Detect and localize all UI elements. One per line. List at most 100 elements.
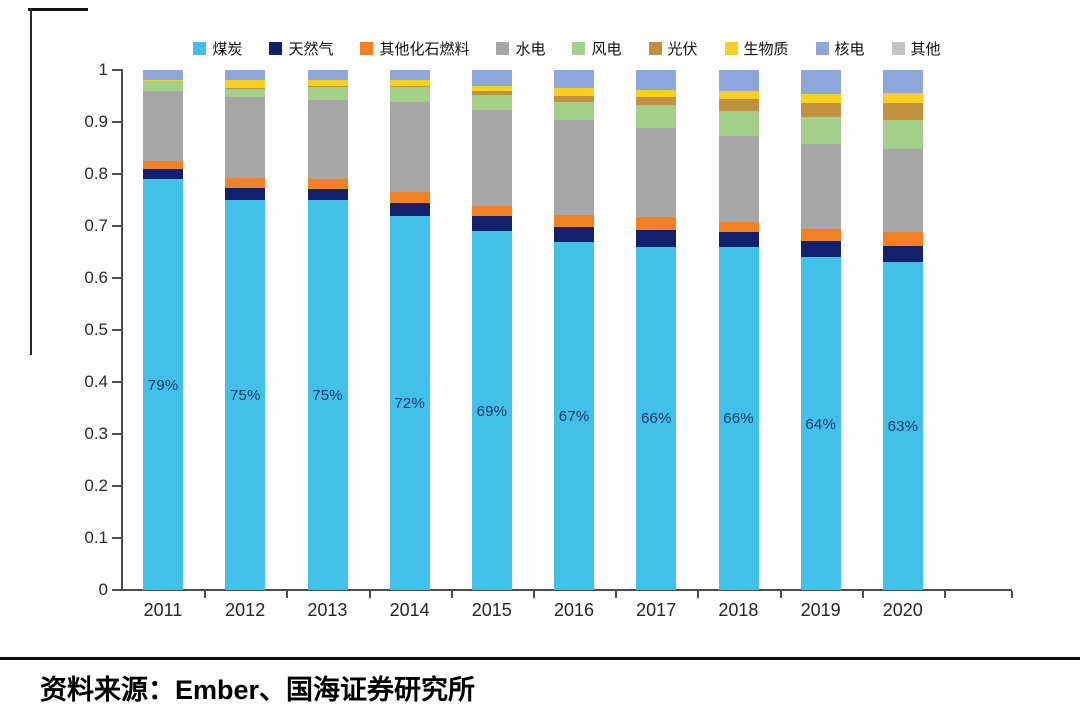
bar-segment-series3 [554,119,595,216]
stacked-bar: 75% [307,70,348,590]
bar-segment-series6 [389,80,430,87]
source-divider-line [0,657,1080,660]
coal-share-label: 72% [394,394,425,412]
bar-segment-series2 [225,178,266,189]
bar-segment-series4 [225,88,266,97]
bar-segment-coal [718,246,759,590]
bar-segment-series3 [389,101,430,193]
legend-swatch-icon [648,41,662,55]
x-axis-category-label: 2012 [225,600,266,620]
x-axis-category-label: 2018 [718,600,759,620]
bar-segment-series2 [389,192,430,204]
bar-segment-series1 [882,245,923,263]
stacked-bar: 66% [718,70,759,590]
bar-segment-series2 [718,221,759,232]
stacked-bar: 66% [636,70,677,590]
legend-item: 生物质 [724,38,789,59]
y-axis-tick [112,277,121,279]
bar-segment-series5 [471,90,512,95]
bar-segment-coal [471,231,512,590]
y-axis-tick [112,173,121,175]
bar-segment-series7 [225,70,266,81]
bar-segment-series3 [882,148,923,233]
bar-segment-series1 [143,169,184,180]
stacked-bar: 63% [882,70,923,590]
bar-segment-series2 [554,215,595,227]
cropped-frame-left-line [30,8,32,355]
legend-item-label: 煤炭 [212,40,243,58]
bar-segment-series4 [718,111,759,137]
bar-segment-series3 [225,96,266,179]
bar-segment-series2 [471,206,512,217]
bar-segment-series5 [718,99,759,112]
bar-segment-series1 [718,231,759,247]
coal-share-label: 66% [640,410,672,428]
plot-area: 79% 75% 75% 72% 69% 67% 66% 66% 64% 63% [122,70,944,590]
coal-share-label: 75% [312,387,343,404]
legend-swatch-icon [496,41,510,55]
chart-legend: 煤炭 天然气 其他化石燃料 水电 风电 光伏 生物质 核电 其他 [122,36,1012,60]
legend-item-label: 核电 [834,40,865,58]
x-axis-category-label: 2013 [307,600,348,620]
bar-segment-series5 [800,102,841,117]
x-axis-line [121,589,1012,591]
bar-segment-coal [389,215,430,590]
bar-segment-series6 [882,93,923,104]
y-axis-tick [112,433,121,435]
legend-item-label: 其他 [910,40,941,58]
bar-segment-series4 [800,116,841,145]
bar-segment-series4 [471,94,512,110]
legend-item: 煤炭 [193,38,242,59]
legend-item: 风电 [572,38,622,59]
y-axis-tick-label: 0.6 [84,268,108,287]
bar-segment-coal [882,262,923,590]
legend-item: 光伏 [648,38,698,59]
bar-segment-series4 [389,87,430,102]
bar-segment-series7 [389,70,430,81]
legend-item: 其他 [891,38,941,59]
y-axis-tick [112,69,121,71]
y-axis-tick [112,485,121,487]
x-axis-category-label: 2017 [636,600,677,620]
bar-segment-series5 [636,96,677,105]
y-axis-line [121,69,123,591]
bar-segment-series2 [307,178,348,189]
bar-segment-series4 [307,86,348,100]
y-axis-tick [112,537,121,539]
legend-item-label: 天然气 [288,40,334,58]
bar-segment-series6 [636,89,677,97]
bar-segment-series2 [800,229,841,241]
bar-segment-series7 [143,70,184,80]
x-axis-tick [615,591,618,598]
bar-segment-series7 [554,70,595,88]
y-axis-tick [112,381,121,383]
bar-segment-series1 [554,226,595,242]
bar-segment-series7 [800,70,841,94]
y-axis-tick-label: 0.1 [84,528,108,547]
y-axis-tick-label: 0.9 [84,112,108,131]
bar-segment-series7 [471,70,512,86]
bar-segment-series2 [143,161,184,170]
x-axis-tick [450,591,453,598]
x-axis-tick [861,591,864,598]
y-axis-tick [112,121,121,123]
bar-segment-series7 [307,70,348,81]
legend-item-label: 风电 [591,40,622,58]
coal-share-label: 67% [558,407,590,425]
x-axis-tick [533,591,535,598]
x-axis-tick [779,591,782,598]
bar-segment-series1 [471,216,512,232]
legend-item-label: 光伏 [667,40,698,58]
x-axis-category-label: 2020 [882,600,923,620]
bar-segment-series6 [143,79,184,82]
bar-segment-coal [225,200,266,590]
bar-segment-series2 [882,232,923,246]
cropped-frame-top-line [28,8,88,11]
legend-swatch-icon [891,41,905,55]
bar-segment-series4 [554,101,595,120]
y-axis-tick-label: 0.4 [84,372,108,391]
x-axis-tick [944,591,946,598]
legend-item-label: 生物质 [743,40,789,58]
x-axis-category-label: 2014 [389,600,430,620]
bar-segment-coal [143,179,184,590]
